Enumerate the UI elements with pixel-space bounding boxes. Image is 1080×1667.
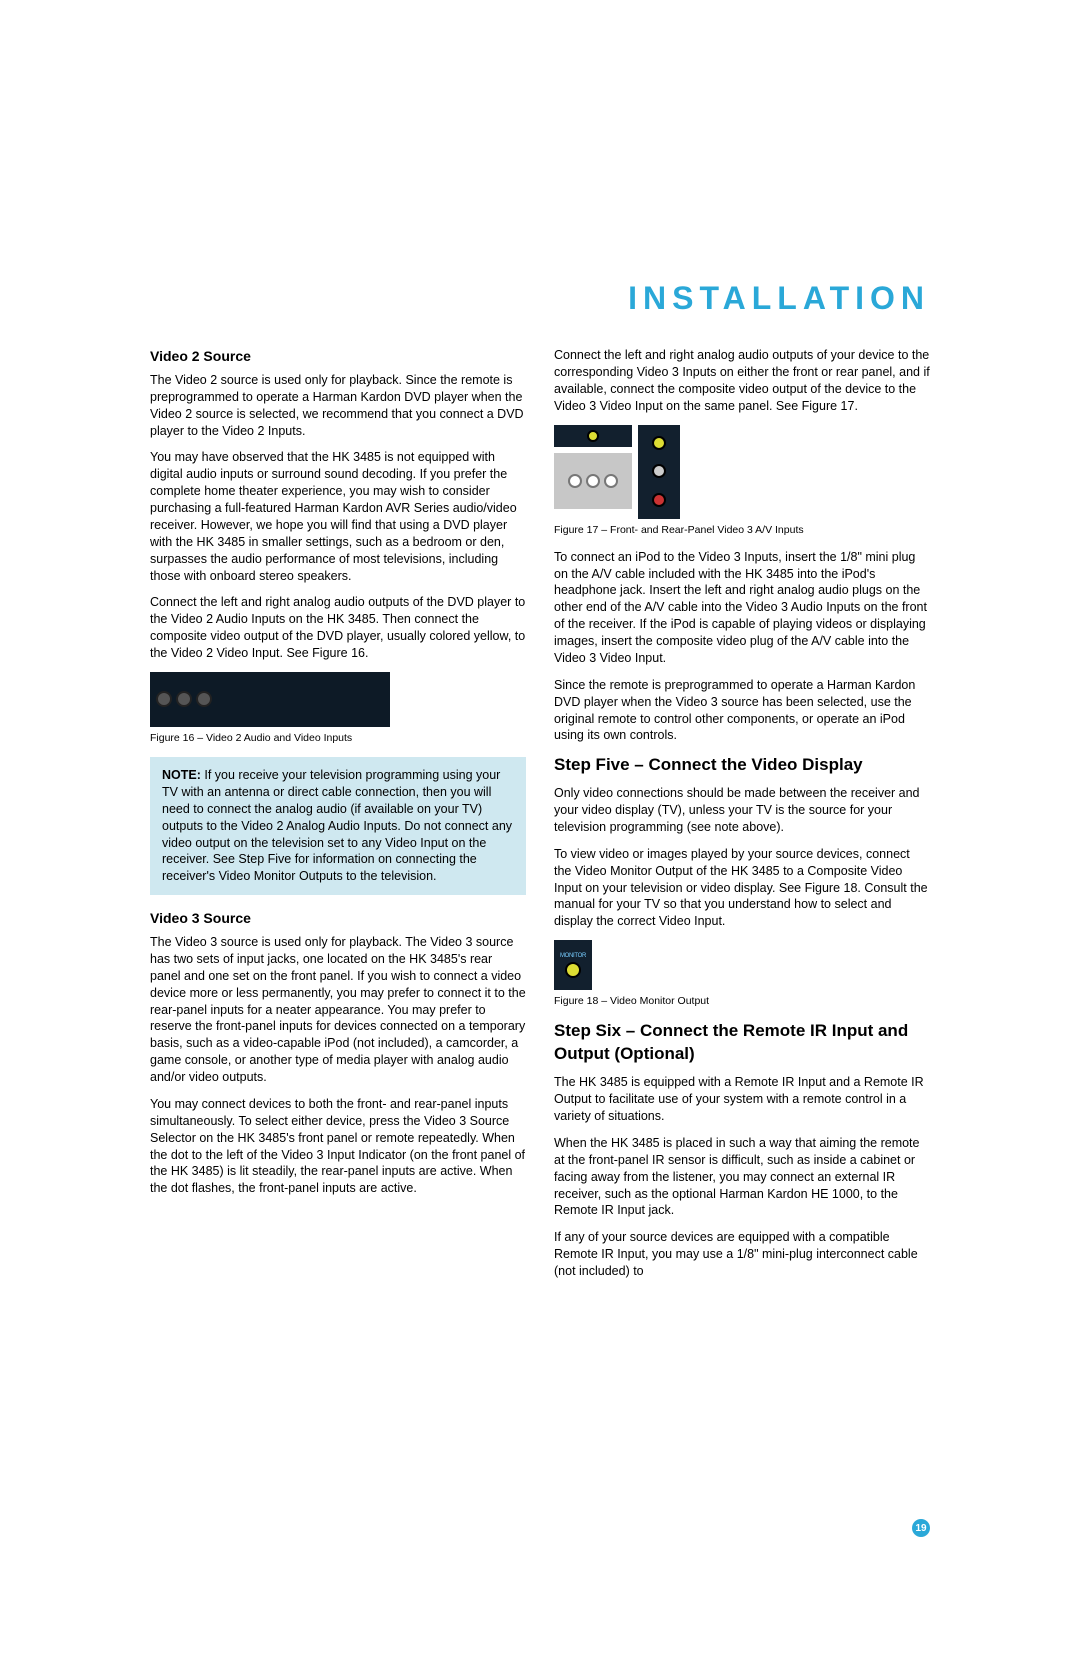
heading-video3: Video 3 Source [150,909,526,928]
jack-icon [604,474,618,488]
note-text: If you receive your television programmi… [162,768,512,883]
note-label: NOTE: [162,768,201,782]
front-panel-icon [554,453,632,509]
video-port-icon [196,691,212,707]
figure-caption: Figure 17 – Front- and Rear-Panel Video … [554,523,930,537]
audio-right-jack-icon [652,493,666,507]
figure-caption: Figure 18 – Video Monitor Output [554,994,930,1008]
heading-step5: Step Five – Connect the Video Display [554,754,930,777]
figure-17 [554,425,930,519]
heading-step6: Step Six – Connect the Remote IR Input a… [554,1020,930,1066]
page-number-badge: 19 [912,1519,930,1537]
jack-icon [586,474,600,488]
section-title: INSTALLATION [150,280,930,317]
figure-18: MONITOR [554,940,592,990]
body-text: Only video connections should be made be… [554,785,930,836]
body-text: To connect an iPod to the Video 3 Inputs… [554,549,930,667]
body-text: The Video 3 source is used only for play… [150,934,526,1086]
body-text: When the HK 3485 is placed in such a way… [554,1135,930,1219]
monitor-label-icon: MONITOR [560,952,586,960]
body-text: Connect the left and right analog audio … [554,347,930,415]
rear-panel-top-icon [554,425,632,447]
body-text: You may connect devices to both the fron… [150,1096,526,1197]
jack-icon [568,474,582,488]
audio-port-icon [176,691,192,707]
note-box: NOTE: If you receive your television pro… [150,757,526,895]
rear-panel-icon [638,425,680,519]
body-text: The Video 2 source is used only for play… [150,372,526,440]
video-jack-icon [587,430,599,442]
body-text: Since the remote is preprogrammed to ope… [554,677,930,745]
figure-caption: Figure 16 – Video 2 Audio and Video Inpu… [150,731,526,745]
manual-page: INSTALLATION Video 2 Source The Video 2 … [0,0,1080,1667]
two-column-layout: Video 2 Source The Video 2 source is use… [150,347,930,1290]
audio-port-icon [156,691,172,707]
right-column: Connect the left and right analog audio … [554,347,930,1290]
body-text: If any of your source devices are equipp… [554,1229,930,1280]
body-text: To view video or images played by your s… [554,846,930,930]
heading-video2: Video 2 Source [150,347,526,366]
video-jack-icon [652,436,666,450]
body-text: You may have observed that the HK 3485 i… [150,449,526,584]
figure-16 [150,672,390,727]
body-text: The HK 3485 is equipped with a Remote IR… [554,1074,930,1125]
video-jack-icon [565,962,581,978]
left-column: Video 2 Source The Video 2 source is use… [150,347,526,1290]
body-text: Connect the left and right analog audio … [150,594,526,662]
audio-left-jack-icon [652,464,666,478]
